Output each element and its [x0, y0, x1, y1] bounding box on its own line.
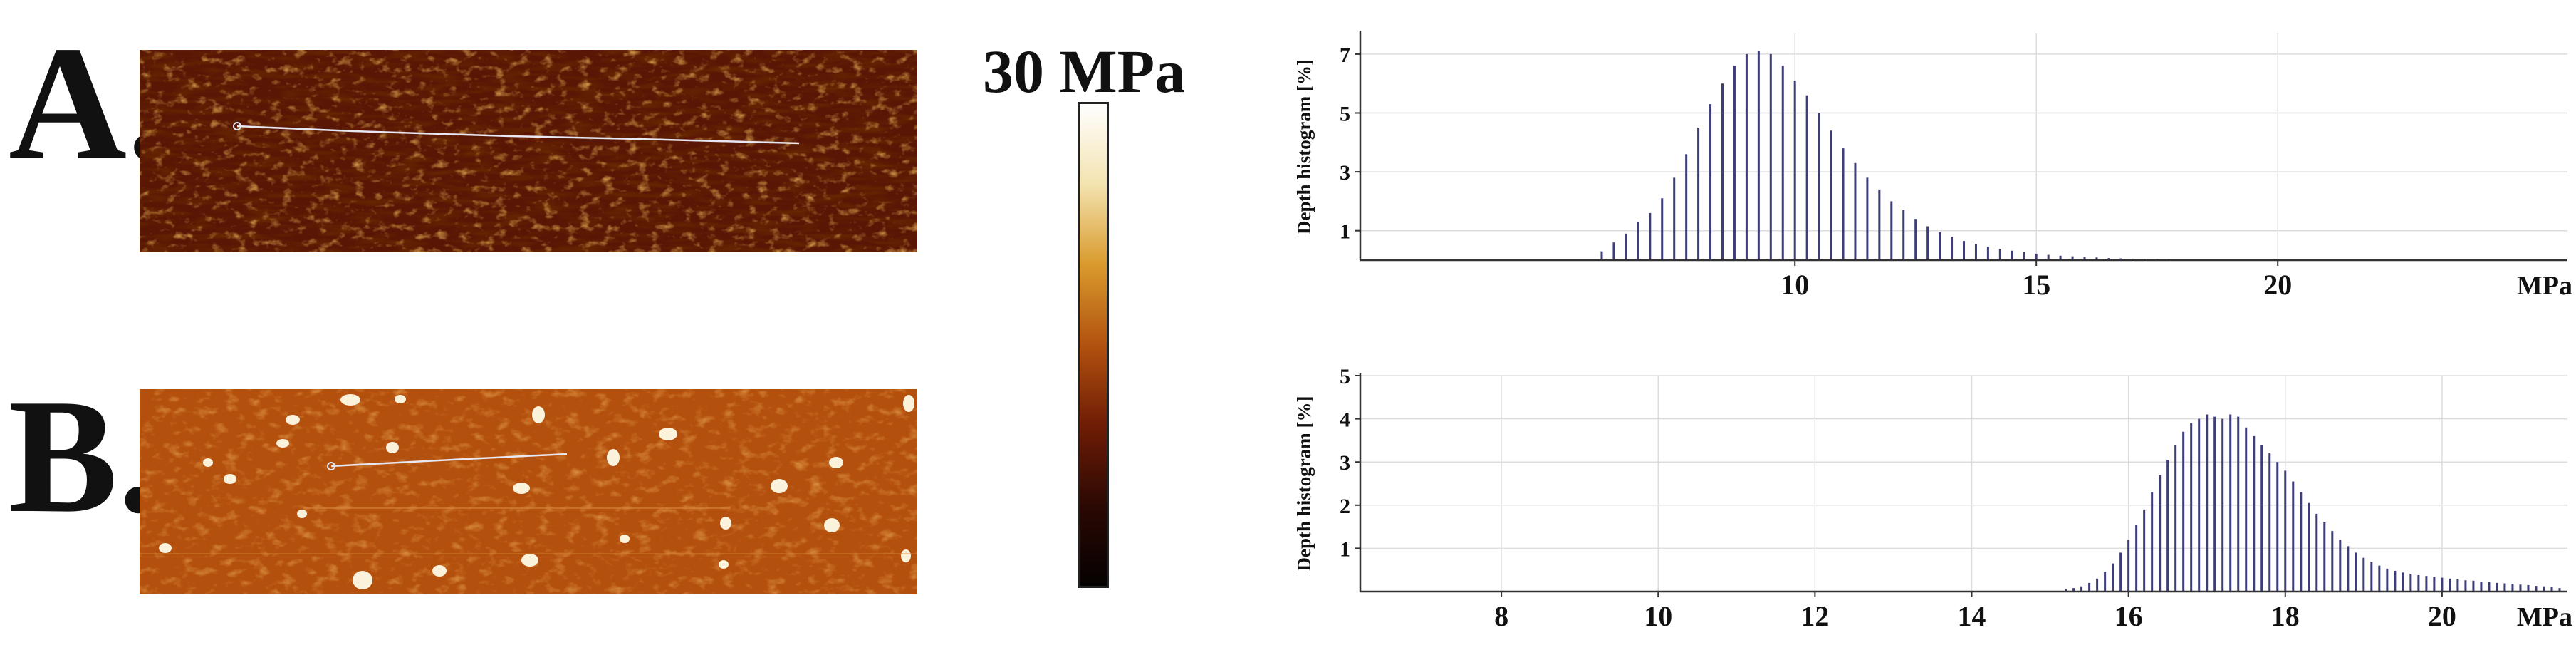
- hist-b-y-tick-label: 2: [1340, 495, 1350, 518]
- afm-a-texture-bright: [140, 50, 917, 252]
- histogram-a: 10 15 20 1 3 5 7 Depth histogram [%] MPa: [1282, 25, 2576, 310]
- hist-a-y-tick-label: 3: [1340, 161, 1350, 185]
- afm-image-b: [140, 389, 917, 594]
- hist-a-y-tick-label: 1: [1340, 220, 1350, 244]
- colorbar: [1078, 102, 1109, 588]
- afm-b-particles: [159, 394, 914, 589]
- hist-b-x-tick-label: 16: [2114, 600, 2143, 632]
- hist-a-x-tick-label: 15: [2022, 269, 2050, 301]
- hist-a-unit-label: MPa: [2517, 271, 2572, 301]
- afm-b-streak: [303, 507, 731, 509]
- hist-b-x-tick-label: 12: [1800, 600, 1829, 632]
- hist-a-y-tick-label: 5: [1340, 103, 1350, 126]
- afm-b-profile-start: [327, 462, 335, 470]
- hist-b-unit-label: MPa: [2517, 602, 2572, 632]
- hist-b-y-tick-label: 1: [1340, 537, 1350, 561]
- hist-b-x-tick-label: 14: [1958, 600, 1986, 632]
- histogram-b: 8 10 12 14 16 18 20 1 2 3 4 5 Depth histogram [%] MPa: [1282, 365, 2576, 641]
- hist-a-x-tick-label: 20: [2263, 269, 2292, 301]
- panel-label-b: B.: [9, 365, 159, 547]
- hist-b-y-tick-label: 5: [1340, 365, 1350, 388]
- hist-b-x-tick-label: 8: [1494, 600, 1508, 632]
- afm-a-profile-start: [233, 122, 241, 130]
- hist-b-x-tick-label: 10: [1644, 600, 1672, 632]
- afm-b-streak-2: [140, 553, 917, 554]
- hist-a-x-tick-label: 10: [1780, 269, 1809, 301]
- colorbar-label: 30 MPa: [983, 37, 1186, 105]
- hist-b-x-tick-label: 18: [2271, 600, 2300, 632]
- hist-b-y-tick-label: 3: [1340, 451, 1350, 475]
- hist-b-y-tick-label: 4: [1340, 408, 1350, 432]
- afm-b-profile-line: [330, 453, 568, 468]
- afm-a-profile-line: [236, 125, 800, 145]
- hist-a-y-tick-label: 7: [1340, 43, 1350, 67]
- hist-a-y-axis-label: Depth histogram [%]: [1293, 59, 1315, 234]
- afm-image-a: [140, 50, 917, 252]
- hist-b-x-tick-label: 20: [2428, 600, 2456, 632]
- hist-b-y-axis-label: Depth histogram [%]: [1293, 396, 1315, 572]
